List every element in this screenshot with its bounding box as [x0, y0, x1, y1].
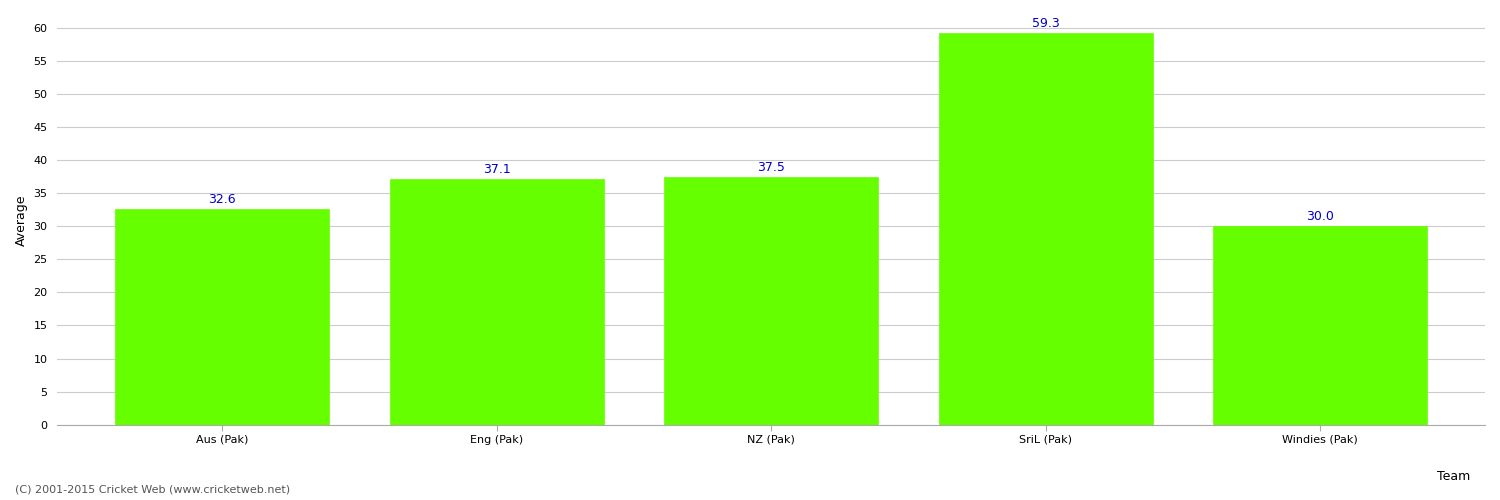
Text: 37.5: 37.5 [758, 160, 784, 173]
Bar [116, 209, 328, 424]
Text: 30.0: 30.0 [1306, 210, 1334, 223]
Text: 32.6: 32.6 [209, 193, 236, 206]
Text: 37.1: 37.1 [483, 163, 510, 176]
Bar [939, 33, 1154, 424]
Bar [1214, 226, 1428, 424]
Text: 59.3: 59.3 [1032, 16, 1059, 30]
Bar [664, 177, 879, 424]
Bar [390, 180, 603, 424]
Text: (C) 2001-2015 Cricket Web (www.cricketweb.net): (C) 2001-2015 Cricket Web (www.cricketwe… [15, 485, 290, 495]
Text: Team: Team [1437, 470, 1470, 483]
Y-axis label: Average: Average [15, 194, 28, 246]
